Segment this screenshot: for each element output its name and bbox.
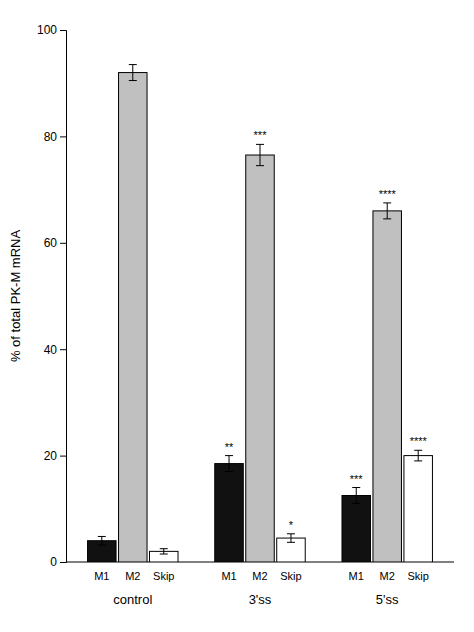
error-bar xyxy=(129,65,137,81)
y-tick-label: 100 xyxy=(37,23,57,37)
y-tick-label: 20 xyxy=(44,449,58,463)
error-bar-cap xyxy=(256,165,264,166)
bar xyxy=(404,456,432,562)
error-bar-cap xyxy=(129,80,137,81)
error-bar xyxy=(414,450,422,461)
y-axis: 0 20 40 60 80 100 xyxy=(37,23,67,569)
error-bar-stem xyxy=(163,549,164,554)
error-bar-stem xyxy=(260,144,261,165)
series-label: Skip xyxy=(407,570,428,582)
y-tick-label: 40 xyxy=(44,343,58,357)
chart: 0 20 40 60 80 100 % of total PK-M mRNA M1 M2 Skip… xyxy=(0,0,474,632)
y-tick: 40 xyxy=(44,343,66,357)
error-bar-cap xyxy=(414,460,422,461)
error-bar xyxy=(287,534,295,543)
error-bar xyxy=(352,488,360,504)
series-label: Skip xyxy=(280,570,301,582)
y-tick: 0 xyxy=(50,555,66,569)
error-bar-cap xyxy=(225,471,233,472)
series-label: Skip xyxy=(153,570,174,582)
error-bar-cap xyxy=(225,455,233,456)
significance-label: **** xyxy=(379,188,397,200)
bar xyxy=(373,211,401,562)
error-bar-cap xyxy=(352,503,360,504)
error-bar-cap xyxy=(98,544,106,545)
error-bar xyxy=(160,549,168,554)
y-tick-mark xyxy=(60,30,66,31)
category-label: control xyxy=(113,592,152,607)
series-label: M2 xyxy=(380,570,395,582)
error-bar-stem xyxy=(132,65,133,81)
category-label: 3'ss xyxy=(249,592,272,607)
plot: 0 20 40 60 80 100 % of total PK-M mRNA M1 M2 Skip… xyxy=(8,23,454,607)
significance-label: *** xyxy=(254,129,268,141)
series-label: M1 xyxy=(221,570,236,582)
bar xyxy=(246,155,274,562)
significance-label: * xyxy=(289,519,294,531)
error-bar xyxy=(383,203,391,219)
y-tick-mark xyxy=(60,243,66,244)
error-bar-cap xyxy=(287,542,295,543)
significance-label: **** xyxy=(410,435,428,447)
y-tick-mark xyxy=(60,562,66,563)
error-bar-stem xyxy=(387,203,388,219)
y-tick: 100 xyxy=(37,23,66,37)
significance-label: ** xyxy=(225,441,234,453)
bar xyxy=(119,73,147,562)
error-bar-stem xyxy=(290,534,291,543)
series-label: M2 xyxy=(125,570,140,582)
marks xyxy=(88,65,433,562)
error-bar xyxy=(256,144,264,165)
y-axis-label: % of total PK-M mRNA xyxy=(8,230,23,363)
y-tick-mark xyxy=(60,456,66,457)
error-bar-stem xyxy=(229,456,230,472)
error-bar-cap xyxy=(256,144,264,145)
y-tick-label: 60 xyxy=(44,236,58,250)
error-bar-cap xyxy=(287,533,295,534)
error-bar xyxy=(225,456,233,472)
significance-label: *** xyxy=(350,473,364,485)
series-label: M1 xyxy=(94,570,109,582)
y-tick-mark xyxy=(60,349,66,350)
error-bar-stem xyxy=(101,536,102,545)
y-tick-label: 0 xyxy=(50,555,57,569)
error-bar-cap xyxy=(160,554,168,555)
error-bar-cap xyxy=(383,218,391,219)
error-bar-stem xyxy=(356,488,357,504)
error-bar xyxy=(98,536,106,545)
y-tick: 80 xyxy=(44,130,66,144)
bar xyxy=(342,496,370,563)
y-tick: 20 xyxy=(44,449,66,463)
error-bar-cap xyxy=(160,548,168,549)
series-label: M1 xyxy=(349,570,364,582)
error-bar-stem xyxy=(418,450,419,461)
y-tick-label: 80 xyxy=(44,130,58,144)
category-label: 5'ss xyxy=(376,592,399,607)
series-label: M2 xyxy=(252,570,267,582)
error-bar-cap xyxy=(129,64,137,65)
error-bar-cap xyxy=(414,450,422,451)
bar xyxy=(215,464,243,562)
y-tick-mark xyxy=(60,136,66,137)
error-bar-cap xyxy=(98,536,106,537)
error-bar-cap xyxy=(352,487,360,488)
y-tick: 60 xyxy=(44,236,66,250)
y-axis-line xyxy=(60,31,67,563)
error-bar-cap xyxy=(383,202,391,203)
